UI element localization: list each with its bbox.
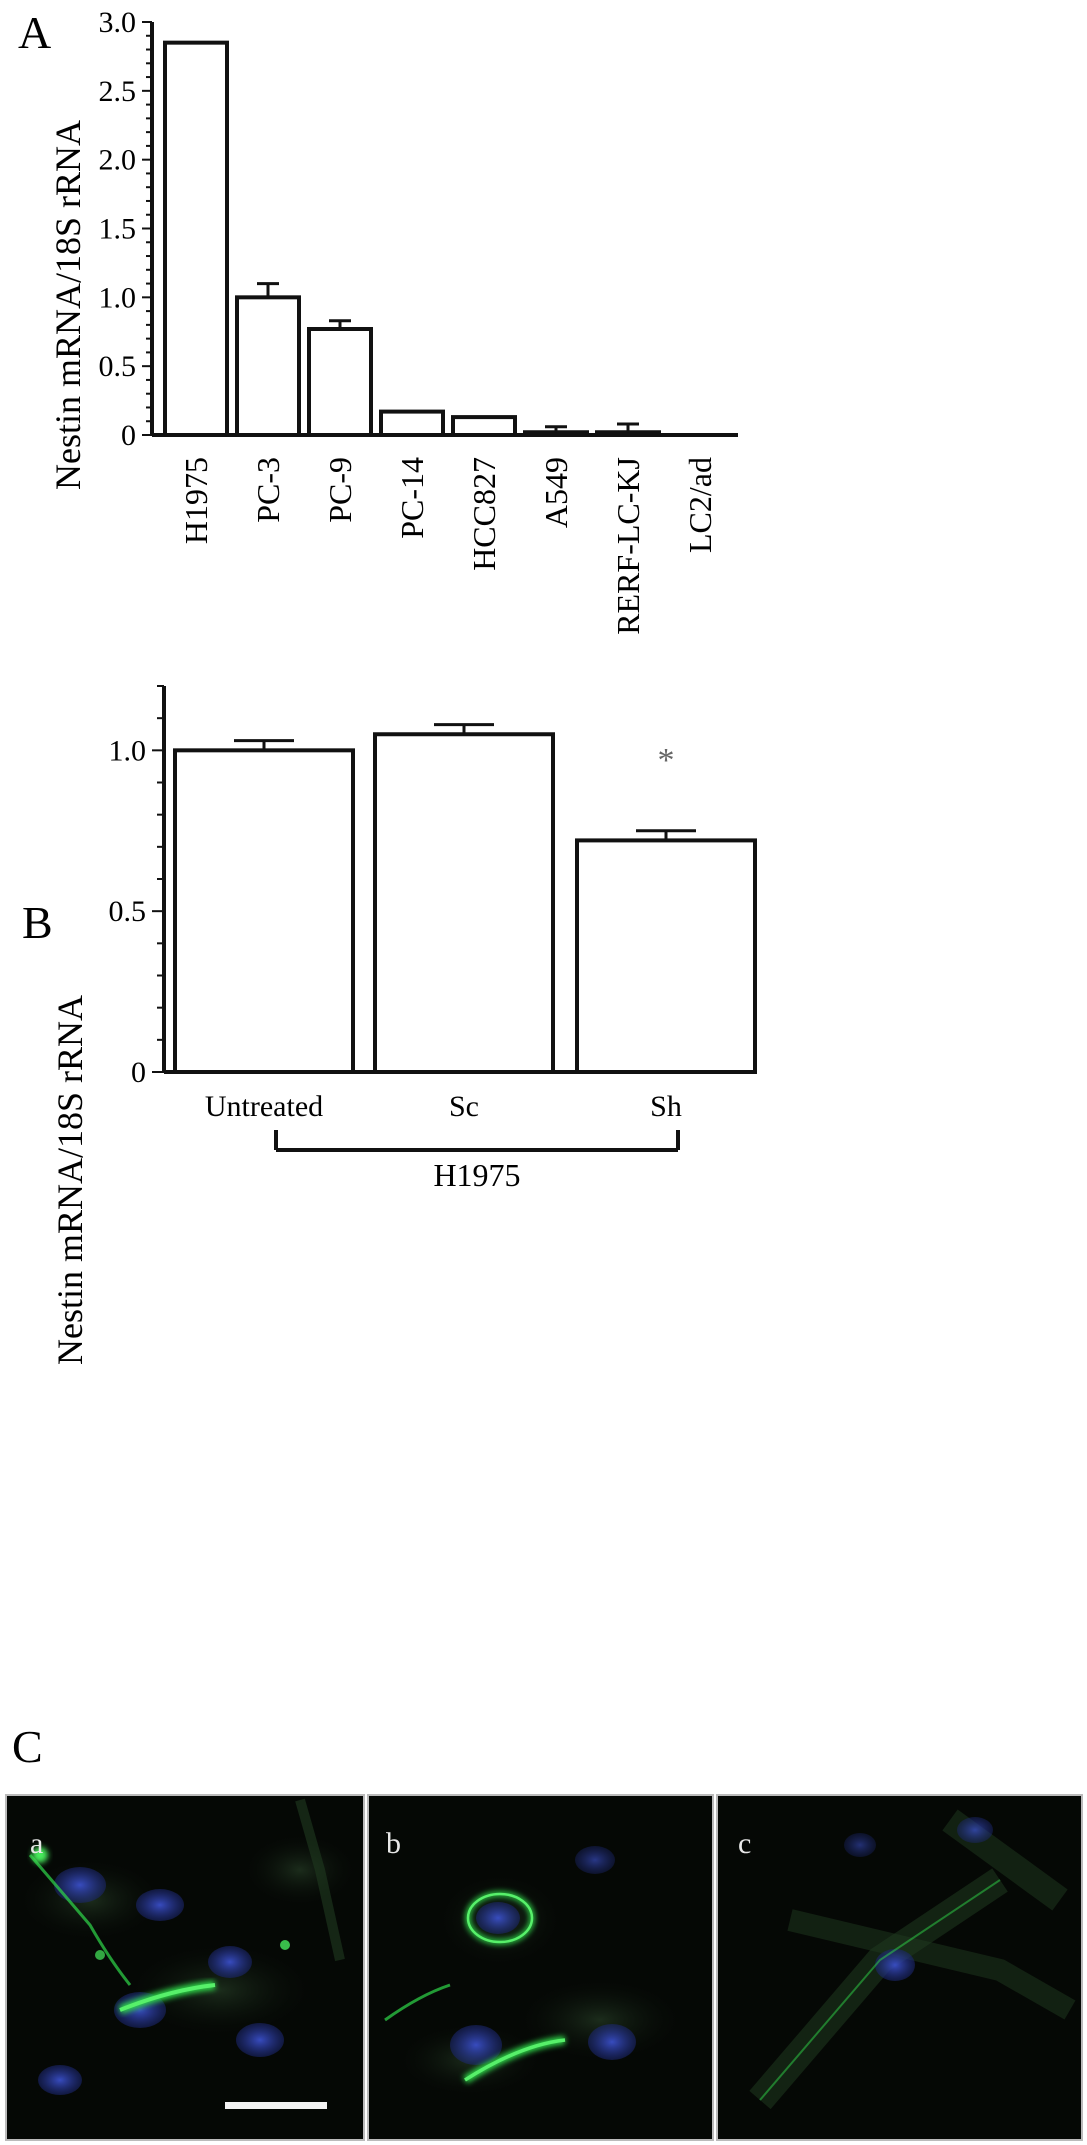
chart-b-category-label: Sc [449, 1090, 479, 1123]
chart-b-ytick-label: 0 [131, 1056, 146, 1089]
micrograph-tile-c: c [716, 1794, 1083, 2141]
panel-a-letter: A [18, 7, 51, 58]
panel-c-letter: C [12, 1721, 43, 1772]
chart-a-bar [235, 295, 301, 438]
micrograph-tile-a-label: a [30, 1827, 43, 1860]
chart-a: Nestin mRNA/18S rRNA 0 0.5 1.0 1.5 2.0 2.5 3.0… [48, 6, 738, 635]
micrograph-panel: a b c [5, 1794, 1083, 2141]
micrograph-tile-c-label: c [738, 1827, 751, 1860]
micrograph-tile-b-label: b [386, 1827, 401, 1860]
scale-bar [225, 2102, 327, 2109]
chart-b-ytick-label: 1.0 [109, 734, 147, 767]
chart-a-category-label: PC-9 [322, 457, 358, 523]
chart-a-bar [163, 40, 229, 438]
chart-b-category-label: Untreated [205, 1090, 323, 1123]
micrograph-tile-a: a [5, 1794, 365, 2141]
chart-a-ytick-label: 1.5 [99, 213, 137, 246]
chart-b-ytick-label: 0.5 [109, 895, 147, 928]
chart-a-category-label: H1975 [178, 457, 214, 544]
chart-b-ylabel: Nestin mRNA/18S rRNA [50, 995, 90, 1365]
chart-a-bar [379, 409, 445, 438]
chart-b-group-label: H1975 [433, 1157, 520, 1193]
chart-a-category-label: HCC827 [466, 457, 502, 571]
chart-a-ytick-label: 1.0 [99, 281, 137, 314]
chart-a-bar [307, 326, 373, 438]
chart-a-ytick-label: 3.0 [99, 6, 137, 39]
chart-a-bar [595, 430, 661, 438]
chart-a-category-label: A549 [538, 457, 574, 528]
chart-b-bar [575, 838, 757, 1075]
chart-b-bar [173, 748, 355, 1074]
panel-b-letter: B [22, 897, 53, 948]
chart-a-ylabel: Nestin mRNA/18S rRNA [48, 120, 88, 490]
chart-a-ytick-label: 0.5 [99, 350, 137, 383]
chart-a-category-label: RERF-LC-KJ [610, 457, 646, 635]
chart-a-category-label: PC-14 [394, 457, 430, 539]
chart-a-ytick-label: 2.0 [99, 144, 137, 177]
chart-b-significance-marker: * [658, 742, 675, 779]
chart-b-category-label: Sh [650, 1090, 682, 1123]
chart-a-category-label: LC2/ad [682, 457, 718, 553]
micrograph-tile-b: b [367, 1794, 714, 2141]
chart-a-bar [451, 415, 517, 437]
chart-a-ytick-label: 0 [121, 419, 136, 452]
chart-b: Nestin mRNA/18S rRNA 0 0.5 1.0 Untreated Sc S… [50, 685, 757, 1365]
chart-a-ytick-label: 2.5 [99, 75, 137, 108]
chart-a-bar [523, 430, 589, 438]
chart-b-bar [373, 732, 555, 1074]
chart-a-category-label: PC-3 [250, 457, 286, 523]
